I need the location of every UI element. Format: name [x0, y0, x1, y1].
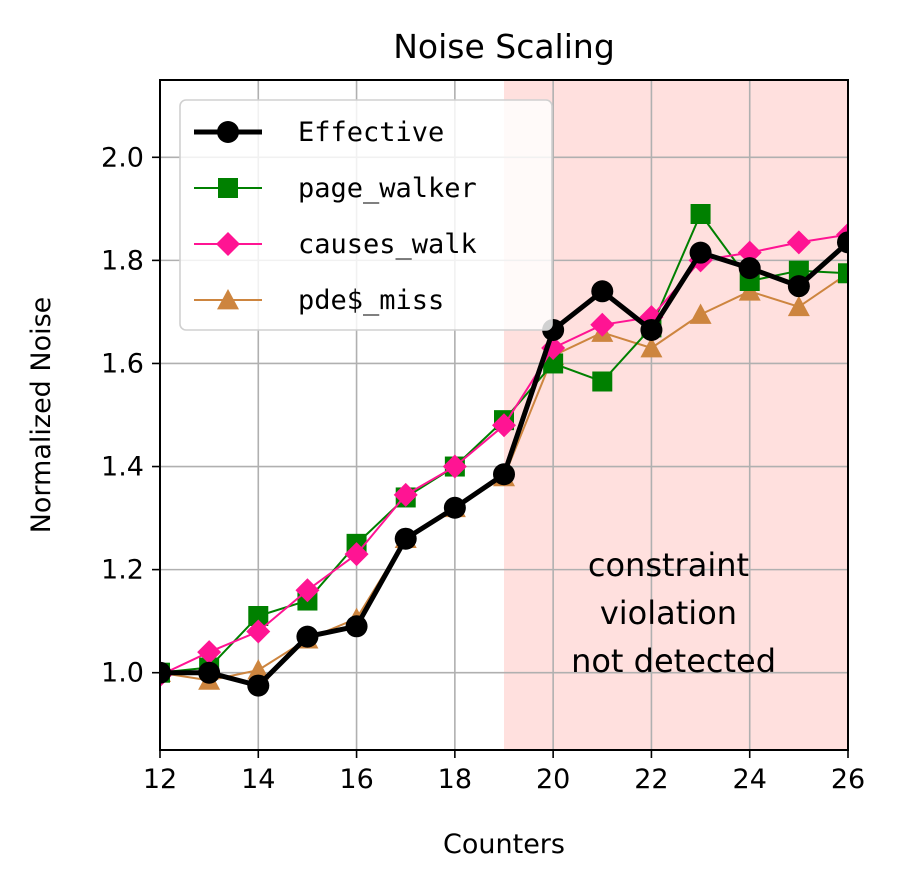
data-point-causes-walk [295, 578, 320, 603]
data-point-effective [640, 318, 663, 341]
legend-entry-effective: Effective [194, 117, 444, 148]
legend-entry-page-walker: page_walker [194, 173, 477, 204]
data-point-page-walker [592, 371, 613, 392]
data-point-causes-walk [197, 640, 222, 665]
data-point-page-walker [543, 353, 564, 374]
data-point-effective [394, 527, 417, 550]
y-tick-label: 1.8 [101, 245, 144, 276]
x-tick-label: 24 [733, 764, 767, 795]
data-point-causes-walk [246, 619, 271, 644]
constraint-violation-annotation: constraint violation not detected [571, 546, 776, 680]
legend-marker [216, 232, 240, 256]
x-tick-label: 20 [536, 764, 570, 795]
x-tick-label: 26 [831, 764, 865, 795]
x-tick-label: 14 [241, 764, 275, 795]
legend-entry-causes-walk: causes_walk [194, 229, 477, 260]
y-axis-label: Normalized Noise [26, 297, 57, 534]
data-point-causes-walk [492, 413, 516, 438]
data-point-pde-miss [640, 337, 663, 358]
constraint-violation-region [504, 80, 848, 750]
data-point-page-walker [788, 260, 809, 281]
legend-entry-pde-miss: pde$_miss [194, 285, 444, 316]
data-point-effective [247, 674, 270, 697]
data-point-causes-walk [737, 240, 762, 265]
x-tick-label: 22 [634, 764, 668, 795]
axis-ticks: 12 14 16 18 20 22 24 26 1.0 1.2 1.4 1.6 1.8 2.0 [101, 142, 865, 795]
data-point-pde-miss [689, 303, 712, 324]
annotation-line: constraint [588, 546, 749, 584]
data-point-effective [689, 241, 712, 264]
legend: Effective page_walker causes_walk pde$_miss [179, 99, 553, 331]
series-layer [160, 204, 848, 697]
legend-marker [218, 178, 238, 198]
legend-marker [217, 121, 239, 143]
data-point-causes-walk [442, 454, 467, 479]
data-point-effective [837, 231, 848, 254]
data-point-effective [738, 257, 761, 280]
plot-frame [159, 79, 849, 751]
y-tick-label: 1.2 [101, 555, 144, 586]
x-tick-label: 12 [143, 764, 177, 795]
data-point-causes-walk [786, 230, 811, 255]
legend-marker [217, 289, 239, 310]
y-tick-label: 2.0 [101, 142, 144, 173]
data-point-effective [493, 463, 515, 486]
data-point-effective [160, 661, 171, 684]
x-tick-label: 16 [339, 764, 373, 795]
data-point-causes-walk [590, 312, 615, 337]
x-tick-label: 18 [438, 764, 472, 795]
x-axis-label: Counters [443, 829, 565, 860]
legend-label: pde$_miss [298, 285, 444, 316]
data-point-pde-miss [247, 659, 270, 680]
annotation-line: violation [600, 594, 737, 632]
y-tick-label: 1.6 [101, 348, 144, 379]
data-point-causes-walk [344, 542, 369, 567]
data-point-page-walker [690, 204, 711, 224]
legend-label: causes_walk [298, 229, 477, 260]
data-point-pde-miss [787, 295, 810, 317]
y-tick-label: 1.0 [101, 658, 144, 689]
data-point-page-walker [838, 263, 848, 284]
data-point-effective [198, 661, 221, 684]
chart-title: Noise Scaling [393, 27, 615, 66]
data-point-causes-walk [393, 482, 418, 507]
data-point-effective [591, 280, 614, 303]
data-point-effective [443, 496, 466, 519]
series-effective [160, 231, 848, 697]
data-point-effective [787, 275, 810, 298]
legend-label: Effective [298, 117, 444, 148]
data-point-effective [296, 625, 319, 648]
data-point-effective [345, 615, 368, 638]
y-tick-label: 1.4 [101, 452, 144, 483]
legend-box [179, 99, 553, 331]
data-point-page-walker [248, 606, 269, 626]
annotation-line: not detected [571, 642, 776, 680]
legend-label: page_walker [298, 173, 477, 204]
